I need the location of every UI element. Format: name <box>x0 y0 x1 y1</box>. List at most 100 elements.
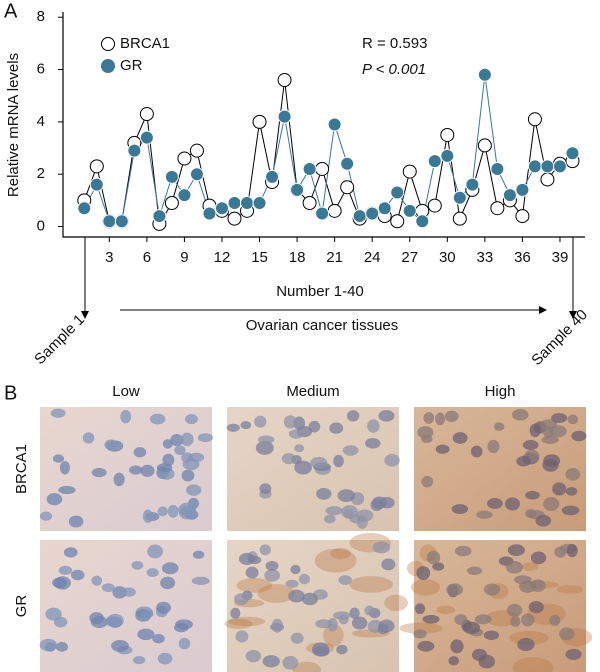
data-point <box>552 159 567 174</box>
nucleus <box>525 490 540 500</box>
nucleus <box>259 544 271 556</box>
nucleus <box>341 505 359 520</box>
panel-label: A <box>4 0 18 22</box>
nucleus <box>175 619 193 630</box>
nucleus <box>235 630 249 643</box>
nucleus <box>167 504 179 518</box>
nucleus <box>325 506 343 516</box>
nucleus <box>140 610 154 619</box>
data-point <box>477 67 492 82</box>
nucleus <box>59 461 70 475</box>
nucleus <box>197 433 213 443</box>
nucleus <box>549 614 561 626</box>
stain <box>257 584 296 603</box>
data-point <box>302 161 317 176</box>
data-point <box>540 172 555 187</box>
nucleus <box>552 482 567 496</box>
x-tick-label: 12 <box>214 249 231 266</box>
nucleus <box>285 579 299 588</box>
nucleus <box>476 510 493 519</box>
nucleus <box>160 576 176 590</box>
nucleus <box>444 410 459 423</box>
nucleus <box>113 472 125 487</box>
nucleus <box>329 422 344 434</box>
nucleus <box>161 562 179 575</box>
nucleus <box>541 435 559 444</box>
nucleus <box>180 432 194 447</box>
data-point <box>527 159 542 174</box>
nucleus <box>170 433 184 447</box>
data-point <box>340 156 355 171</box>
nucleus <box>68 515 84 528</box>
nucleus <box>474 614 492 625</box>
nucleus <box>45 607 62 621</box>
nucleus <box>549 425 567 438</box>
nucleus <box>504 497 520 511</box>
annotation: P < 0.001 <box>362 61 426 78</box>
nucleus <box>301 592 319 606</box>
nucleus <box>529 423 541 438</box>
data-point <box>352 209 367 224</box>
y-tick-label: 6 <box>37 61 45 78</box>
nucleus <box>519 580 537 593</box>
nucleus <box>282 655 299 670</box>
data-point <box>77 201 92 216</box>
nucleus <box>39 638 57 652</box>
stain <box>384 594 408 612</box>
data-point <box>327 117 342 132</box>
data-point <box>302 195 317 210</box>
nucleus <box>416 566 431 581</box>
nucleus <box>104 439 118 451</box>
x-tick-label: 3 <box>105 249 113 266</box>
data-point <box>177 188 192 203</box>
panel-label: B <box>4 382 17 404</box>
data-point <box>89 159 104 174</box>
data-point <box>240 195 255 210</box>
nucleus <box>191 576 210 585</box>
x-tick-label: 33 <box>477 249 494 266</box>
nucleus <box>512 409 529 421</box>
nucleus <box>378 410 395 422</box>
data-point <box>202 206 217 221</box>
nucleus <box>472 648 488 661</box>
data-point <box>252 114 267 129</box>
data-point <box>515 209 530 224</box>
stain <box>399 622 443 634</box>
nucleus <box>365 438 381 449</box>
nucleus <box>133 447 147 458</box>
nucleus <box>283 415 297 429</box>
nucleus <box>451 504 469 514</box>
data-point <box>277 73 292 88</box>
nucleus <box>140 464 155 477</box>
stain <box>228 616 266 627</box>
nucleus <box>566 544 578 558</box>
nucleus <box>522 439 539 450</box>
nucleus <box>52 577 68 588</box>
axis <box>62 12 585 238</box>
data-point <box>177 151 192 166</box>
nucleus <box>542 458 559 472</box>
nucleus <box>521 613 535 627</box>
nucleus <box>55 641 69 652</box>
nucleus <box>262 655 280 668</box>
y-tick-label: 4 <box>37 113 45 130</box>
nucleus <box>288 589 305 603</box>
data-point <box>114 214 129 229</box>
nucleus <box>70 569 85 581</box>
nucleus <box>121 587 136 597</box>
nucleus <box>91 467 107 478</box>
data-point <box>452 211 467 226</box>
nucleus <box>346 410 360 422</box>
nucleus <box>452 432 468 444</box>
nucleus <box>174 445 186 456</box>
nucleus <box>483 583 501 596</box>
annotation: R = 0.593 <box>362 35 427 52</box>
nucleus <box>112 586 127 599</box>
nucleus <box>281 453 296 465</box>
stain <box>323 624 344 647</box>
nucleus <box>254 415 267 428</box>
nucleus <box>181 469 195 482</box>
data-point <box>189 143 204 158</box>
nucleus <box>535 514 552 527</box>
nucleus <box>142 509 153 523</box>
